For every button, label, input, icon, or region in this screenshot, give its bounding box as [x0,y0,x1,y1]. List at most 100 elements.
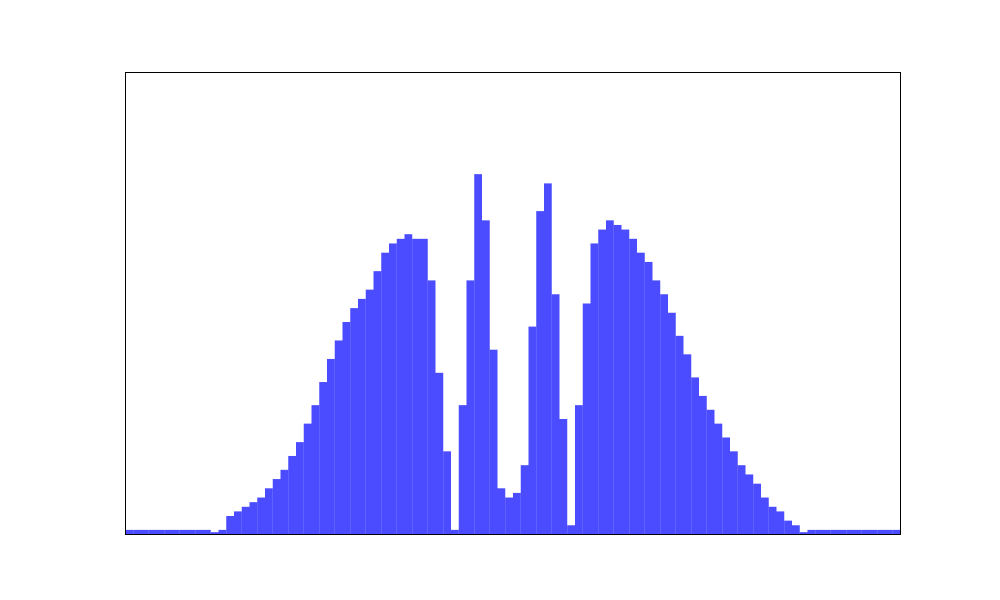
bar [799,532,808,535]
bar [877,529,885,535]
bar [505,497,513,535]
bar [365,289,374,535]
bar [660,294,668,535]
bar [327,358,335,535]
bar [489,349,498,535]
bar [358,298,366,535]
bar [443,451,451,535]
bar [164,529,172,535]
bar [218,529,227,535]
axes-frame [125,72,901,535]
bar [474,174,482,535]
bar [404,234,413,535]
bar [451,529,459,535]
bar [528,326,537,535]
bar [513,492,521,535]
bar [272,479,281,535]
bar [226,516,234,535]
bar [644,261,653,535]
bar [582,303,591,535]
bar [869,529,878,535]
bar [706,409,715,535]
bar [559,419,568,535]
bar [606,220,614,535]
bar [892,529,901,535]
bar [172,529,180,535]
bar [427,280,436,535]
bar [249,502,258,535]
bar [815,529,823,535]
bar [311,405,320,535]
bar [334,340,343,535]
bar [435,372,444,535]
bar [381,252,389,535]
bar [482,220,490,535]
bar [373,271,382,535]
bar [497,488,506,535]
bar [412,238,420,535]
bar [776,511,785,535]
bar [389,243,397,535]
bar [699,395,707,535]
bars [125,174,901,535]
bar [675,335,684,535]
bar [846,529,854,535]
bar [830,529,839,535]
bar [753,483,761,535]
bar [350,308,358,535]
bar [141,529,149,535]
bar [621,229,630,535]
bar [761,497,769,535]
bar [551,294,560,535]
bar [319,382,327,535]
bar [722,437,730,535]
bar [807,529,816,535]
bar [187,529,196,535]
bar [458,405,467,535]
bar [288,455,296,535]
bar [823,529,831,535]
bar [745,474,754,535]
bar [210,532,219,535]
bar [133,529,141,535]
bar [575,405,583,535]
bar [567,525,575,535]
bar [520,465,529,535]
bar [714,423,723,535]
bar [854,529,862,535]
bar [179,529,188,535]
bar [420,238,428,535]
bar [652,280,661,535]
bar [768,506,777,535]
bar [257,497,265,535]
bar [156,529,165,535]
bar [544,183,552,535]
bar [466,280,475,535]
bar [203,529,211,535]
bar [637,252,645,535]
bar [265,488,273,535]
bar [668,312,676,535]
bar [396,238,405,535]
bar [280,469,289,535]
bar [195,529,203,535]
bar [683,354,692,535]
bar [885,529,893,535]
bar [730,451,738,535]
bar [296,442,304,535]
bar [784,520,792,535]
bar [792,525,800,535]
bar [241,506,250,535]
bar [737,465,746,535]
bar [691,377,699,535]
bar [303,423,312,535]
bar [838,529,847,535]
bar [590,243,599,535]
bar [234,511,242,535]
bar [148,529,157,535]
bar [536,211,544,535]
bar [861,529,870,535]
bar [598,229,606,535]
